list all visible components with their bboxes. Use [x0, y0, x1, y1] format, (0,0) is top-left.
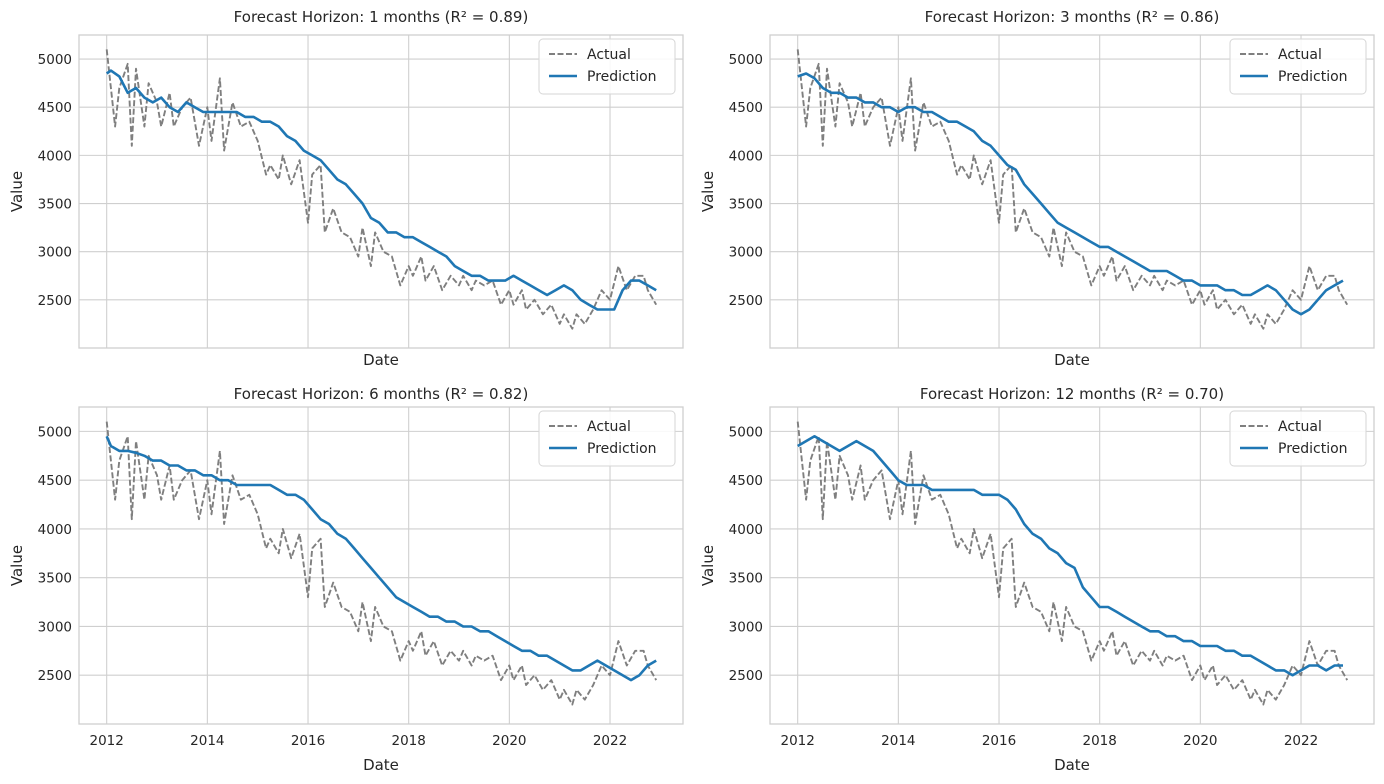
x-tick-label: 2014 — [190, 733, 224, 749]
legend-label: Actual — [587, 419, 631, 435]
x-tick-label: 2016 — [291, 733, 325, 749]
chart-title: Forecast Horizon: 6 months (R² = 0.82) — [234, 385, 529, 403]
y-tick-label: 4000 — [38, 148, 72, 164]
y-tick-label: 3000 — [38, 619, 72, 635]
chart-title: Forecast Horizon: 1 months (R² = 0.89) — [234, 8, 529, 26]
legend-label: Prediction — [587, 441, 657, 457]
legend-box — [1229, 38, 1367, 95]
y-tick-label: 4500 — [38, 473, 72, 489]
x-tick-label: 2014 — [881, 733, 915, 749]
legend-label: Prediction — [1278, 69, 1348, 85]
x-axis-label: Date — [1054, 351, 1090, 369]
legend: Actual Prediction — [538, 410, 676, 467]
series-line-actual — [796, 421, 1349, 706]
x-tick-label: 2022 — [1284, 733, 1318, 749]
plot-frame — [78, 34, 684, 349]
legend: Actual Prediction — [1229, 410, 1367, 467]
series-line-actual — [105, 421, 658, 706]
y-tick-label: 3500 — [38, 197, 72, 213]
y-tick-label: 2500 — [729, 668, 763, 684]
y-axis-label: Value — [8, 545, 26, 586]
y-tick-label: 2500 — [38, 293, 72, 309]
y-tick-label: 2500 — [38, 668, 72, 684]
legend-box — [538, 410, 676, 467]
y-tick-label: 5000 — [38, 424, 72, 440]
chart-panel-3: 2500 3000 3500 4000 4500 5000 2012 2014 2016 2018… — [8, 385, 684, 774]
plot-frame — [769, 406, 1375, 725]
y-tick-label: 4000 — [38, 522, 72, 538]
legend: Actual Prediction — [538, 38, 676, 95]
legend-label: Prediction — [1278, 441, 1348, 457]
series-line-prediction — [105, 69, 657, 311]
x-tick-label: 2018 — [392, 733, 426, 749]
chart-panel-1: 2500 3000 3500 4000 4500 5000 Forecast Horizon… — [8, 8, 684, 369]
x-axis-label: Date — [1054, 756, 1090, 774]
plot-frame — [769, 34, 1375, 349]
legend-box — [538, 38, 676, 95]
y-tick-label: 5000 — [729, 52, 763, 68]
x-tick-label: 2016 — [982, 733, 1016, 749]
y-axis-label: Value — [8, 171, 26, 212]
x-tick-label: 2022 — [593, 733, 627, 749]
chart-title: Forecast Horizon: 12 months (R² = 0.70) — [920, 385, 1224, 403]
y-tick-label: 4500 — [38, 100, 72, 116]
y-tick-label: 2500 — [729, 293, 763, 309]
legend-label: Actual — [1278, 419, 1322, 435]
series-line-actual — [796, 49, 1349, 330]
chart-panel-4: 2500 3000 3500 4000 4500 5000 2012 2014 2016 2018… — [699, 385, 1375, 774]
y-tick-label: 4000 — [729, 522, 763, 538]
legend-label: Actual — [587, 47, 631, 63]
y-tick-label: 5000 — [729, 424, 763, 440]
series-line-actual — [105, 49, 658, 330]
series-line-prediction — [797, 434, 1343, 677]
y-tick-label: 3000 — [38, 245, 72, 261]
y-axis-label: Value — [699, 171, 717, 212]
legend-label: Actual — [1278, 47, 1322, 63]
x-axis-label: Date — [363, 756, 399, 774]
x-tick-label: 2020 — [1183, 733, 1217, 749]
y-tick-label: 3500 — [38, 571, 72, 587]
legend-box — [1229, 410, 1367, 467]
legend-label: Prediction — [587, 69, 657, 85]
x-tick-label: 2020 — [492, 733, 526, 749]
y-tick-label: 3500 — [729, 197, 763, 213]
x-tick-label: 2012 — [781, 733, 815, 749]
x-axis-label: Date — [363, 351, 399, 369]
series-line-prediction — [797, 72, 1344, 316]
y-tick-label: 4500 — [729, 100, 763, 116]
y-tick-label: 4000 — [729, 148, 763, 164]
y-tick-label: 3000 — [729, 619, 763, 635]
y-tick-label: 3000 — [729, 245, 763, 261]
y-tick-label: 5000 — [38, 52, 72, 68]
y-tick-label: 3500 — [729, 571, 763, 587]
chart-panel-2: 2500 3000 3500 4000 4500 5000 Forecast Horizon… — [699, 8, 1375, 369]
series-line-prediction — [105, 435, 657, 682]
y-axis-label: Value — [699, 545, 717, 586]
legend: Actual Prediction — [1229, 38, 1367, 95]
plot-frame — [78, 406, 684, 725]
x-tick-label: 2012 — [90, 733, 124, 749]
chart-title: Forecast Horizon: 3 months (R² = 0.86) — [925, 8, 1220, 26]
x-tick-label: 2018 — [1083, 733, 1117, 749]
y-tick-label: 4500 — [729, 473, 763, 489]
